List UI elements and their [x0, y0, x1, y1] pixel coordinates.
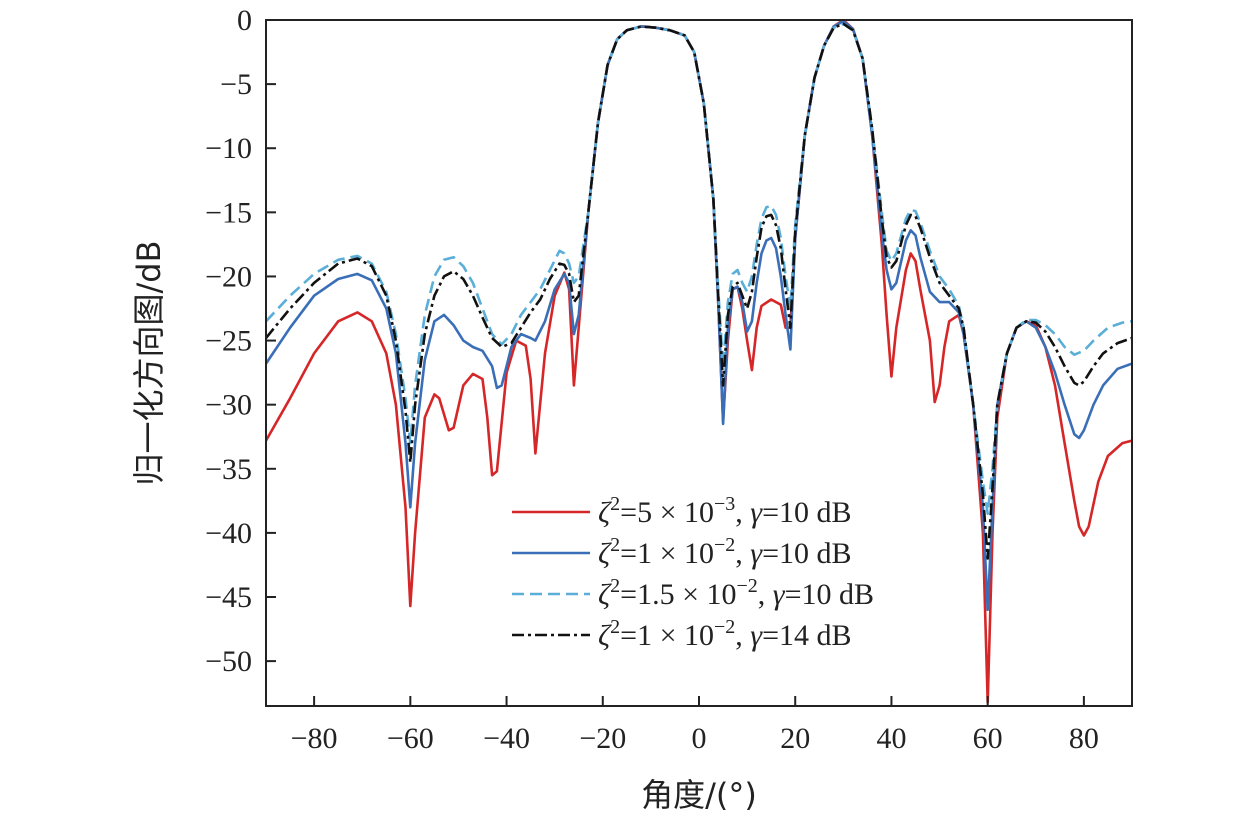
legend-entry-1: ζ2=5 × 10−3, γ=10 dB: [598, 493, 852, 529]
x-tick-label: −60: [387, 722, 434, 755]
y-tick-label: −50: [205, 645, 252, 678]
x-tick-label: 40: [876, 722, 906, 755]
x-tick-label: 0: [692, 722, 707, 755]
x-tick-label: −20: [579, 722, 626, 755]
y-tick-label: −15: [205, 196, 252, 229]
y-axis-label: 归一化方向图/dB: [130, 240, 168, 485]
x-tick-label: 80: [1069, 722, 1099, 755]
legend-entry-2: ζ2=1 × 10−2, γ=10 dB: [598, 534, 852, 570]
y-tick-label: −20: [205, 260, 252, 293]
legend: ζ2=5 × 10−3, γ=10 dB ζ2=1 × 10−2, γ=10 dB…: [512, 493, 874, 652]
series-line-4: [266, 22, 1132, 560]
x-tick-label: 20: [780, 722, 810, 755]
series-line-3: [266, 22, 1132, 515]
y-tick-label: −25: [205, 325, 252, 358]
x-axis-label: 角度/(°): [641, 776, 757, 814]
y-tick-label: −10: [205, 132, 252, 165]
x-tick-label: −80: [291, 722, 338, 755]
y-tick-label: −30: [205, 389, 252, 422]
legend-entry-4: ζ2=1 × 10−2, γ=14 dB: [598, 616, 852, 652]
y-tick-label: 0: [237, 4, 252, 37]
x-tick-label: 60: [973, 722, 1003, 755]
y-tick-label: −40: [205, 517, 252, 550]
ticks: −80 −60 −40 −20 0 20 40 60 80 0 −5 −10 −15 −20 −25 −30 −…: [205, 4, 1099, 755]
y-tick-label: −5: [220, 68, 252, 101]
legend-entry-3: ζ2=1.5 × 10−2, γ=10 dB: [598, 575, 874, 611]
x-tick-label: −40: [483, 722, 530, 755]
series-line-2: [266, 20, 1132, 612]
y-tick-label: −35: [205, 453, 252, 486]
y-tick-label: −45: [205, 581, 252, 614]
